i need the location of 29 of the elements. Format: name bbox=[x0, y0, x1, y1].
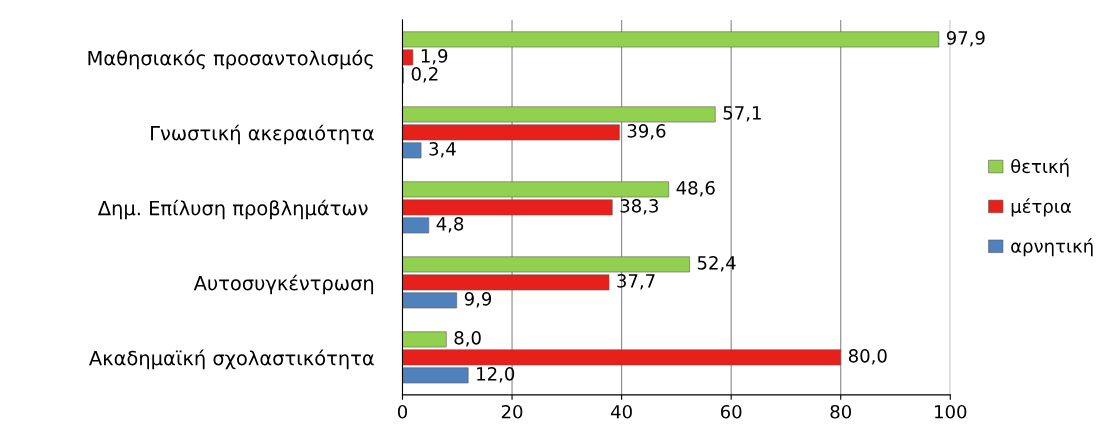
legend-label: μέτρια bbox=[1011, 198, 1071, 217]
data-label: 48,6 bbox=[676, 180, 715, 197]
data-label: 52,4 bbox=[697, 255, 736, 272]
y-tick-label: Γνωστική ακεραιότητα bbox=[151, 124, 374, 145]
data-label: 1,9 bbox=[421, 49, 448, 65]
data-label: 12,0 bbox=[477, 366, 515, 383]
data-label: 57,1 bbox=[723, 106, 761, 122]
data-label: 38,3 bbox=[620, 198, 658, 215]
data-label: 0,2 bbox=[411, 67, 438, 83]
x-tick-label: 40 bbox=[611, 404, 632, 419]
data-label: 37,7 bbox=[617, 273, 655, 290]
data-label: 39,6 bbox=[627, 123, 666, 140]
data-label: 3,4 bbox=[429, 141, 456, 158]
y-tick-label: Δημ. Επίλυση προβλημάτων bbox=[97, 199, 368, 220]
data-label: 8,0 bbox=[454, 330, 481, 347]
legend-label: αρνητική bbox=[1011, 238, 1093, 257]
data-label: 80,0 bbox=[848, 348, 887, 365]
y-tick-label: Αυτοσυγκέντρωση bbox=[193, 274, 374, 295]
data-label: 97,9 bbox=[946, 31, 985, 47]
x-tick-label: 20 bbox=[501, 404, 523, 419]
data-label: 9,9 bbox=[464, 291, 492, 308]
data-label: 4,8 bbox=[436, 216, 464, 233]
x-tick-label: 100 bbox=[935, 404, 967, 419]
legend-label: θετική bbox=[1011, 158, 1069, 177]
x-tick-label: 0 bbox=[397, 404, 408, 419]
y-tick-label: Ακαδημαϊκή σχολαστικότητα bbox=[89, 349, 374, 370]
x-tick-label: 60 bbox=[720, 404, 742, 419]
x-tick-label: 80 bbox=[830, 404, 852, 419]
y-tick-label: Μαθησιακός προσαντολισμός bbox=[88, 49, 373, 70]
